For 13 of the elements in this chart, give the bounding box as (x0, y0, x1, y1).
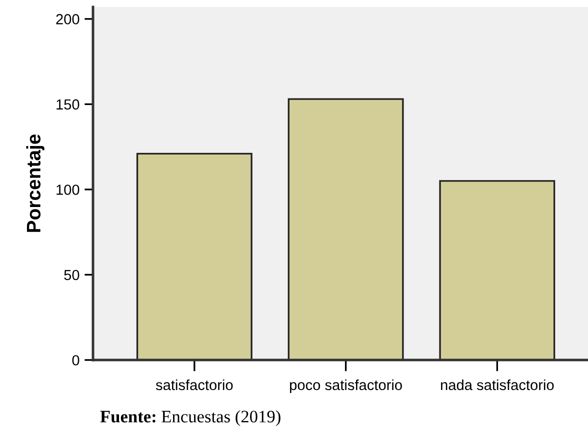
bar (136, 152, 252, 360)
x-tick-label: nada satisfactorio (440, 379, 554, 390)
bar (288, 98, 404, 360)
y-tick-label: 150 (56, 99, 80, 110)
y-tick-label: 50 (64, 270, 80, 280)
source-note: Fuente: Encuestas (2019) (100, 410, 280, 426)
y-tick-label: 100 (56, 184, 80, 195)
y-tick-label: 200 (56, 14, 80, 24)
x-tick-label: satisfactorio (156, 379, 233, 390)
y-axis-title: Porcentaje (26, 134, 44, 232)
bar (439, 180, 556, 360)
x-tick-label: poco satisfactorio (290, 379, 402, 394)
y-tick-label: 0 (72, 355, 80, 366)
